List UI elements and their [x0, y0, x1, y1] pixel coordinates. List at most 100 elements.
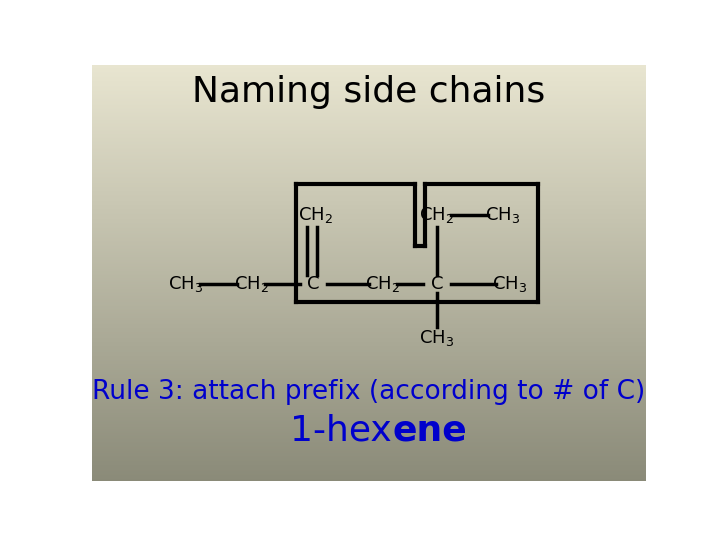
Bar [92, 248, 647, 249]
Bar [92, 97, 647, 98]
Bar [92, 291, 647, 292]
Bar [92, 141, 647, 143]
Bar [92, 280, 647, 281]
Bar [92, 360, 647, 361]
Bar [92, 299, 647, 300]
Bar [92, 217, 647, 219]
Text: C: C [307, 275, 320, 293]
Bar [92, 137, 647, 138]
Bar [92, 220, 647, 221]
Bar [92, 281, 647, 282]
Bar [92, 72, 647, 73]
Bar [92, 307, 647, 309]
Bar [92, 167, 647, 168]
Bar [92, 70, 647, 72]
Bar [92, 399, 647, 400]
Bar [92, 380, 647, 381]
Text: CH$_2$: CH$_2$ [419, 205, 454, 225]
Bar [92, 207, 647, 209]
Bar [92, 249, 647, 251]
Bar [92, 467, 647, 468]
Bar [92, 341, 647, 342]
Bar [92, 443, 647, 444]
Bar [92, 183, 647, 184]
Bar [92, 461, 647, 463]
Bar [92, 314, 647, 316]
Bar [92, 198, 647, 199]
Bar [92, 431, 647, 432]
Text: C: C [431, 275, 443, 293]
Bar [92, 319, 647, 320]
Bar [92, 192, 647, 194]
Bar [92, 241, 647, 242]
Bar [92, 388, 647, 389]
Bar [92, 353, 647, 354]
Bar [92, 76, 647, 77]
Bar [92, 227, 647, 228]
Bar [92, 354, 647, 356]
Bar [92, 246, 647, 248]
Bar [92, 312, 647, 313]
Bar [92, 346, 647, 348]
Bar [92, 444, 647, 446]
Bar [92, 458, 647, 460]
Bar [92, 172, 647, 173]
Bar [92, 383, 647, 385]
Text: CH$_3$: CH$_3$ [485, 205, 520, 225]
Bar [92, 174, 647, 176]
Bar [92, 114, 647, 116]
Bar [92, 259, 647, 260]
Bar [92, 91, 647, 92]
Text: CH$_2$: CH$_2$ [365, 274, 400, 294]
Text: CH$_3$: CH$_3$ [492, 274, 528, 294]
Bar [92, 407, 647, 409]
Bar [92, 453, 647, 454]
Bar [92, 65, 647, 66]
Bar [92, 148, 647, 150]
Bar [92, 134, 647, 136]
Bar [92, 366, 647, 367]
Bar [92, 348, 647, 349]
Bar [92, 275, 647, 277]
Bar [92, 359, 647, 360]
Bar [92, 244, 647, 245]
Bar [92, 80, 647, 82]
Bar [92, 446, 647, 447]
Bar [92, 302, 647, 303]
Bar [92, 126, 647, 127]
Bar [92, 410, 647, 411]
Bar [92, 265, 647, 266]
Bar [92, 306, 647, 307]
Bar [92, 271, 647, 273]
Bar [92, 138, 647, 140]
Bar [92, 223, 647, 224]
Bar [92, 195, 647, 197]
Bar [92, 305, 647, 306]
Bar [92, 133, 647, 134]
Bar [92, 479, 647, 481]
Bar [92, 457, 647, 458]
Bar [92, 464, 647, 465]
Bar [92, 89, 647, 90]
Bar [92, 390, 647, 392]
Bar [92, 414, 647, 415]
Bar [92, 143, 647, 144]
Bar [92, 370, 647, 371]
Bar [92, 187, 647, 188]
Bar [92, 101, 647, 102]
Bar [92, 140, 647, 141]
Bar [92, 382, 647, 383]
Bar [92, 255, 647, 256]
Bar [92, 170, 647, 172]
Bar [92, 113, 647, 114]
Bar [92, 162, 647, 163]
Bar [92, 155, 647, 156]
Bar [92, 258, 647, 259]
Bar [92, 123, 647, 124]
Bar [92, 320, 647, 321]
Bar [92, 163, 647, 165]
Bar [92, 118, 647, 119]
Bar [92, 349, 647, 350]
Bar [92, 185, 647, 187]
Bar [92, 130, 647, 131]
